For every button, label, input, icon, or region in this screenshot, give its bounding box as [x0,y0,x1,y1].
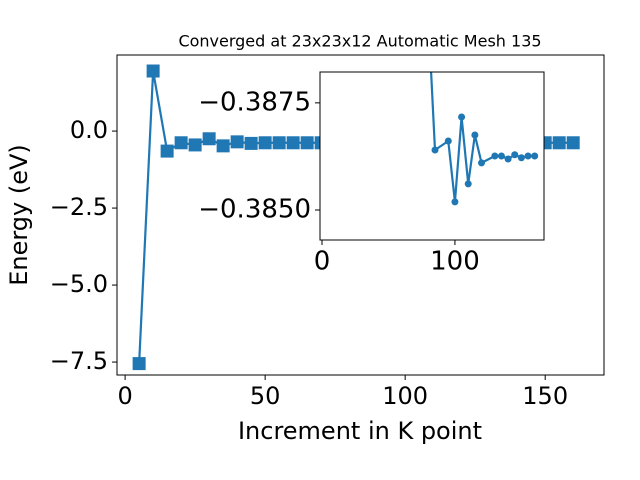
marker [464,180,472,188]
marker [286,136,300,150]
marker [202,132,216,146]
marker [444,137,452,145]
y-tick-label: −2.5 [50,193,108,221]
chart-title: Converged at 23x23x12 Automatic Mesh 135 [178,32,541,51]
marker [160,144,174,158]
y-tick-label: −7.5 [50,347,108,375]
plot-content [425,14,539,206]
marker [511,151,519,159]
marker [552,136,566,150]
marker [425,14,432,21]
marker [230,135,244,149]
marker [451,198,459,206]
marker [431,146,439,154]
marker [132,357,146,371]
x-tick-label: 100 [430,247,480,277]
y-tick-label: −0.3875 [198,87,311,117]
marker [258,136,272,150]
marker [272,136,286,150]
y-tick-label: 0.0 [70,116,108,144]
marker [478,159,486,167]
marker [491,152,499,160]
marker [517,154,525,162]
plot-frame [116,54,605,376]
y-tick-label: −0.3850 [198,195,311,225]
marker [471,131,479,139]
x-tick-label: 100 [382,382,428,410]
x-tick-label: 0 [117,382,132,410]
marker [244,136,258,150]
plot-frame [319,71,545,241]
x-tick-label: 0 [314,247,331,277]
marker [216,139,230,153]
marker [300,136,314,150]
marker [531,152,539,160]
marker [458,113,466,121]
marker [497,152,505,160]
marker [188,138,202,152]
marker [524,152,532,160]
y-axis-label: Energy (eV) [5,144,33,286]
y-tick-label: −5.0 [50,270,108,298]
marker [146,64,160,78]
x-axis-label: Increment in K point [238,417,482,445]
marker [504,155,512,163]
marker [566,136,580,150]
marker [174,136,188,150]
x-tick-label: 150 [522,382,568,410]
x-tick-label: 50 [250,382,281,410]
